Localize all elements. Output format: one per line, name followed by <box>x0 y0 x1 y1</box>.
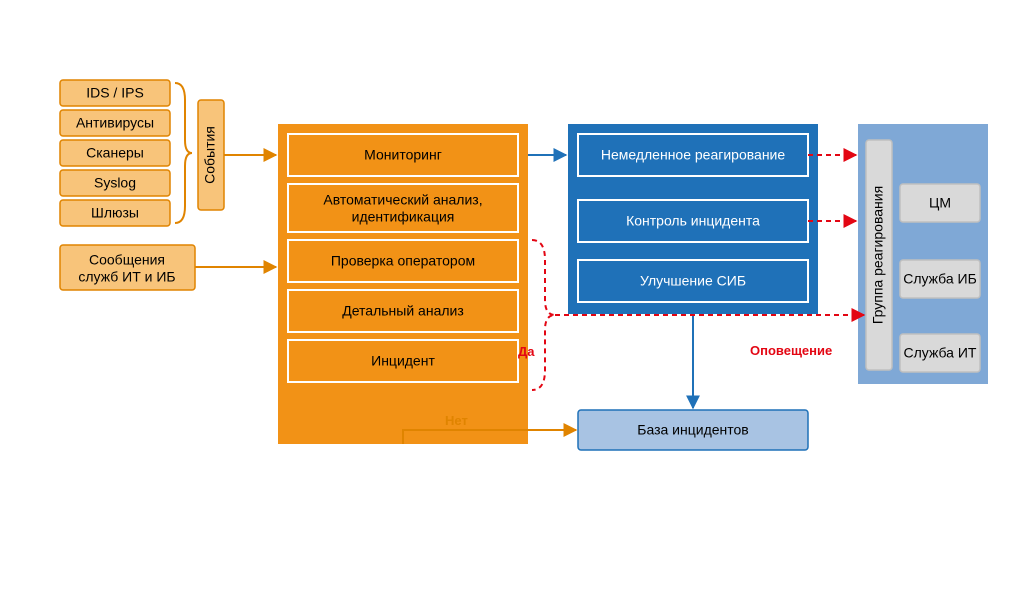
label-no: Нет <box>445 413 468 428</box>
source-antivirus: Антивирусы <box>60 110 170 136</box>
svg-text:Детальный анализ: Детальный анализ <box>342 303 464 319</box>
cm-box: ЦМ <box>900 184 980 222</box>
monitoring-box: Мониторинг <box>288 134 518 176</box>
ib-box: Служба ИБ <box>900 260 980 298</box>
svg-text:Группа реагирования: Группа реагирования <box>870 186 886 324</box>
svg-text:Проверка оператором: Проверка оператором <box>331 253 475 269</box>
operator-check-box: Проверка оператором <box>288 240 518 282</box>
flowchart-diagram: IDS / IPS Антивирусы Сканеры Syslog Шлюз… <box>0 0 1024 597</box>
label-alert: Оповещение <box>750 343 832 358</box>
svg-text:Улучшение СИБ: Улучшение СИБ <box>640 273 746 289</box>
detail-analysis-box: Детальный анализ <box>288 290 518 332</box>
svg-text:Шлюзы: Шлюзы <box>91 205 139 221</box>
incident-box: Инцидент <box>288 340 518 382</box>
it-box: Служба ИТ <box>900 334 980 372</box>
brace-sources <box>175 83 192 223</box>
incident-base-box: База инцидентов <box>578 410 808 450</box>
svg-text:Сканеры: Сканеры <box>86 145 144 161</box>
svg-text:События: События <box>202 126 218 184</box>
red-brace <box>532 240 555 390</box>
svg-text:База инцидентов: База инцидентов <box>637 422 748 438</box>
svg-text:IDS / IPS: IDS / IPS <box>86 85 144 101</box>
svg-text:ЦМ: ЦМ <box>929 195 951 211</box>
source-scanners: Сканеры <box>60 140 170 166</box>
incident-control-box: Контроль инцидента <box>578 200 808 242</box>
svg-text:Служба ИТ: Служба ИТ <box>904 345 977 361</box>
svg-text:Сообщения: Сообщения <box>89 252 165 268</box>
svg-text:Служба ИБ: Служба ИБ <box>903 271 977 287</box>
svg-text:Инцидент: Инцидент <box>371 353 435 369</box>
source-gateways: Шлюзы <box>60 200 170 226</box>
label-yes: Да <box>518 344 535 359</box>
svg-text:Немедленное реагирование: Немедленное реагирование <box>601 147 786 163</box>
svg-text:Автоматический анализ,: Автоматический анализ, <box>323 192 482 208</box>
response-group-box: Группа реагирования <box>866 140 892 370</box>
svg-text:Контроль инцидента: Контроль инцидента <box>626 213 760 229</box>
messages-box: Сообщения служб ИТ и ИБ <box>60 245 195 290</box>
svg-text:служб ИТ и ИБ: служб ИТ и ИБ <box>78 269 175 285</box>
svg-text:идентификация: идентификация <box>352 209 455 225</box>
svg-text:Syslog: Syslog <box>94 175 136 191</box>
source-syslog: Syslog <box>60 170 170 196</box>
improve-box: Улучшение СИБ <box>578 260 808 302</box>
events-box: События <box>198 100 224 210</box>
auto-analysis-box: Автоматический анализ, идентификация <box>288 184 518 232</box>
svg-text:Мониторинг: Мониторинг <box>364 147 442 163</box>
source-ids-ips: IDS / IPS <box>60 80 170 106</box>
svg-text:Антивирусы: Антивирусы <box>76 115 154 131</box>
immediate-response-box: Немедленное реагирование <box>578 134 808 176</box>
